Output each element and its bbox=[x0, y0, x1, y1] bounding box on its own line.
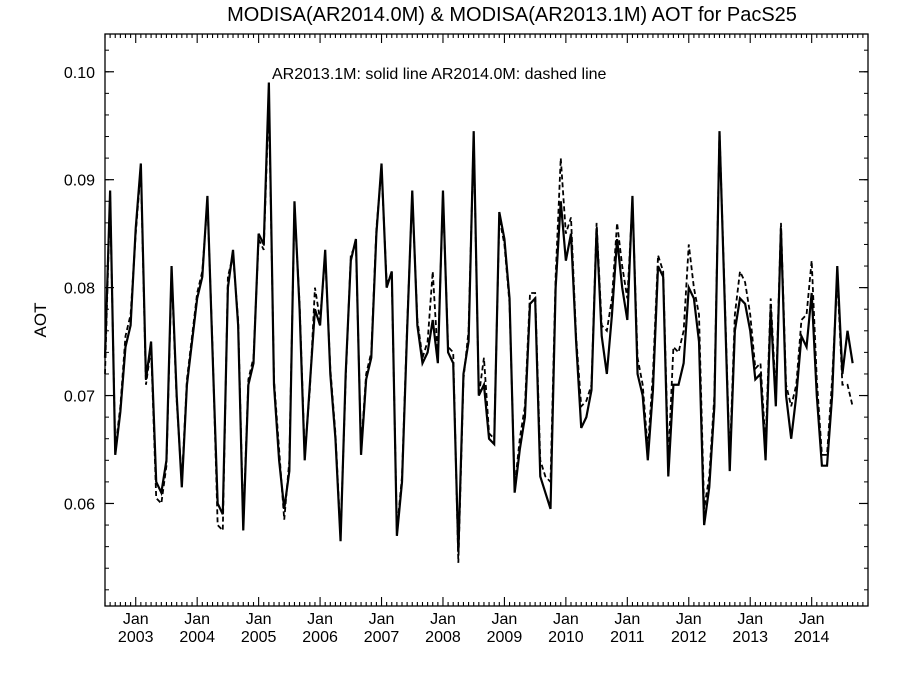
line-style-annotation: AR2013.1M: solid line AR2014.0M: dashed … bbox=[272, 66, 607, 83]
y-tick-label: 0.07 bbox=[64, 389, 95, 406]
x-tick-month-label: Jan bbox=[246, 611, 272, 628]
x-tick-month-label: Jan bbox=[184, 611, 210, 628]
x-tick-year-label: 2014 bbox=[794, 629, 830, 646]
x-tick-year-label: 2011 bbox=[610, 629, 645, 646]
x-tick-year-label: 2005 bbox=[241, 629, 277, 646]
x-tick-month-label: Jan bbox=[799, 611, 825, 628]
y-tick-label: 0.10 bbox=[64, 65, 95, 82]
series-lines bbox=[103, 82, 854, 563]
x-axis-ticks: Jan2003Jan2004Jan2005Jan2006Jan2007Jan20… bbox=[104, 34, 869, 646]
y-tick-label: 0.08 bbox=[64, 281, 95, 298]
x-tick-month-label: Jan bbox=[676, 611, 702, 628]
x-tick-year-label: 2012 bbox=[671, 629, 707, 646]
x-tick-year-label: 2007 bbox=[364, 629, 400, 646]
x-tick-year-label: 2003 bbox=[118, 629, 154, 646]
chart-title: MODISA(AR2014.0M) & MODISA(AR2013.1M) AO… bbox=[227, 4, 797, 26]
x-tick-month-label: Jan bbox=[492, 611, 518, 628]
x-tick-month-label: Jan bbox=[369, 611, 395, 628]
y-tick-label: 0.06 bbox=[64, 496, 95, 513]
x-tick-year-label: 2010 bbox=[548, 629, 584, 646]
x-tick-month-label: Jan bbox=[737, 611, 763, 628]
x-tick-month-label: Jan bbox=[553, 611, 579, 628]
plot-area-frame bbox=[104, 33, 869, 607]
x-tick-year-label: 2013 bbox=[732, 629, 768, 646]
x-tick-year-label: 2009 bbox=[487, 629, 523, 646]
x-tick-month-label: Jan bbox=[307, 611, 333, 628]
x-tick-month-label: Jan bbox=[123, 611, 149, 628]
y-tick-label: 0.09 bbox=[64, 173, 95, 190]
x-tick-month-label: Jan bbox=[430, 611, 456, 628]
y-axis-ticks: 0.06 0.07 0.08 0.09 0.10 bbox=[64, 49, 868, 591]
x-tick-year-label: 2006 bbox=[302, 629, 338, 646]
y-axis-label: AOT bbox=[31, 303, 50, 338]
x-tick-month-label: Jan bbox=[614, 611, 640, 628]
x-tick-year-label: 2004 bbox=[179, 629, 215, 646]
x-tick-year-label: 2008 bbox=[425, 629, 461, 646]
series-line-dashed bbox=[104, 98, 854, 563]
